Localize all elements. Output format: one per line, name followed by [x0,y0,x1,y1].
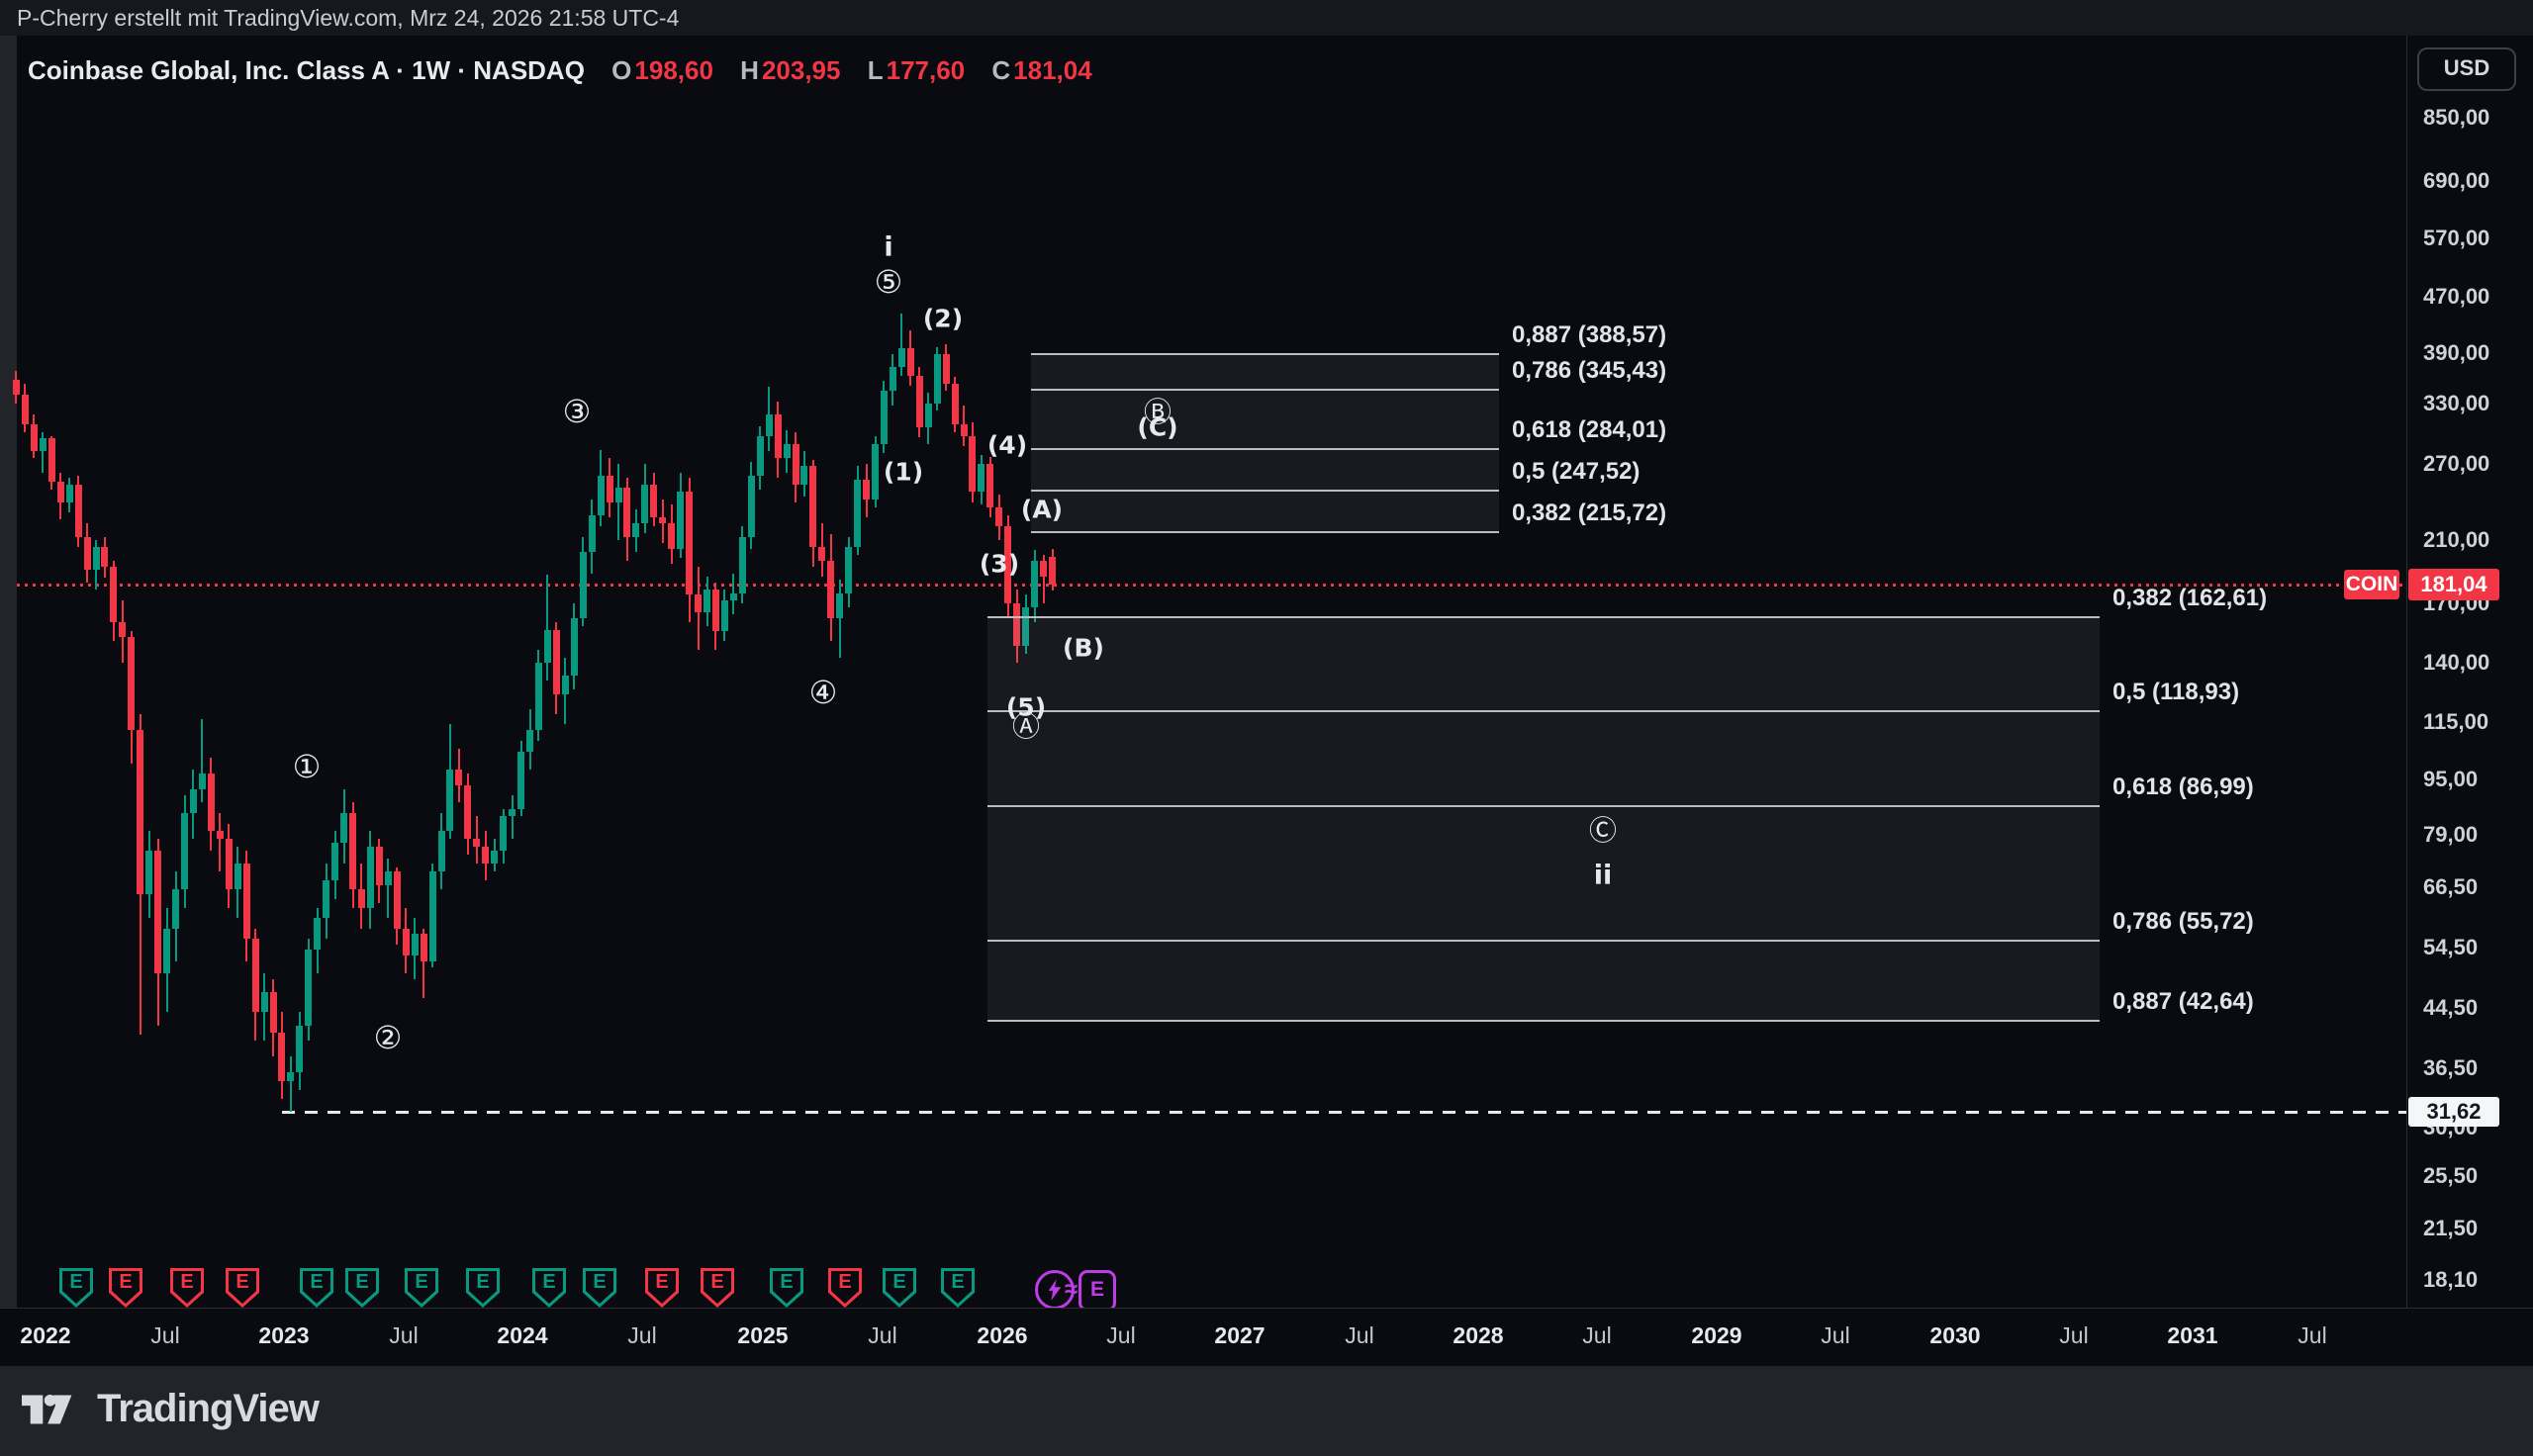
time-axis-label: 2025 [737,1322,789,1348]
price-tick-label: 470,00 [2423,283,2490,309]
price-tick-label: 36,50 [2423,1054,2479,1080]
high-value: 203,95 [761,55,841,85]
low-price-axis-label: 31,62 [2408,1096,2499,1127]
currency-button[interactable]: USD [2417,47,2516,91]
time-axis-label: 2029 [1691,1322,1742,1348]
time-axis-label: Jul [150,1322,180,1348]
time-axis-label: Jul [1821,1322,1850,1348]
time-axis[interactable]: 2022 Jul 2023 Jul 2024 Jul 2025 Jul 2026 Jul 2027 J… [0,1308,2533,1366]
time-axis-label: 2026 [977,1322,1028,1348]
price-tick-label: 690,00 [2423,167,2490,193]
time-axis-label: Jul [627,1322,657,1348]
price-tick-label: 390,00 [2423,339,2490,365]
open-key: O [611,55,632,85]
time-axis-label: Jul [389,1322,419,1348]
low-key: L [867,55,884,85]
price-tick-label: 330,00 [2423,390,2490,415]
price-tick-label: 21,50 [2423,1215,2479,1240]
time-axis-label: Jul [2059,1322,2089,1348]
tradingview-brand-text: TradingView [97,1387,320,1430]
time-axis-label: 2024 [497,1322,548,1348]
price-tick-label: 140,00 [2423,649,2490,675]
attribution-text: P-Cherry erstellt mit TradingView.com, M… [17,5,680,31]
time-axis-label: 2031 [2167,1322,2218,1348]
time-axis-label: Jul [1106,1322,1136,1348]
time-axis-label: Jul [1345,1322,1374,1348]
low-value: 177,60 [886,55,966,85]
price-tick-label: 25,50 [2423,1163,2479,1189]
price-tick-label: 570,00 [2423,225,2490,250]
price-tick-label: 270,00 [2423,451,2490,477]
time-axis-label: Jul [2298,1322,2327,1348]
symbol-title[interactable]: Coinbase Global, Inc. Class A · 1W · NAS… [28,55,585,85]
chart-plot-area[interactable] [17,36,2406,1308]
time-axis-label: Jul [1582,1322,1612,1348]
footer-bar: TradingView [0,1365,2533,1456]
price-tick-label: 850,00 [2423,104,2490,130]
price-tick-label: 18,10 [2423,1267,2479,1293]
price-tick-label: 210,00 [2423,526,2490,552]
price-axis[interactable]: USD 850,00 690,00 570,00 470,00 390,00 330,00… [2406,36,2533,1308]
time-axis-label: Jul [868,1322,897,1348]
price-tick-label: 44,50 [2423,995,2479,1021]
price-tick-label: 95,00 [2423,766,2479,791]
high-key: H [740,55,759,85]
time-axis-label: 2030 [1929,1322,1981,1348]
price-tick-label: 54,50 [2423,934,2479,959]
price-tick-label: 66,50 [2423,873,2479,899]
left-margin-strip [0,36,17,1367]
symbol-info-bar: Coinbase Global, Inc. Class A · 1W · NAS… [28,55,1092,89]
time-axis-label: 2027 [1214,1322,1266,1348]
price-tick-label: 79,00 [2423,822,2479,848]
attribution-bar: P-Cherry erstellt mit TradingView.com, M… [0,0,2533,36]
price-tick-label: 115,00 [2423,708,2489,734]
time-axis-label: 2028 [1453,1322,1504,1348]
open-value: 198,60 [634,55,713,85]
time-axis-label: 2023 [258,1322,310,1348]
close-value: 181,04 [1013,55,1092,85]
tradingview-logo[interactable]: TradingView [22,1387,320,1431]
current-price-axis-label: 181,04 [2408,569,2499,601]
tradingview-logo-icon [22,1394,72,1424]
close-key: C [991,55,1011,85]
time-axis-label: 2022 [20,1322,71,1348]
